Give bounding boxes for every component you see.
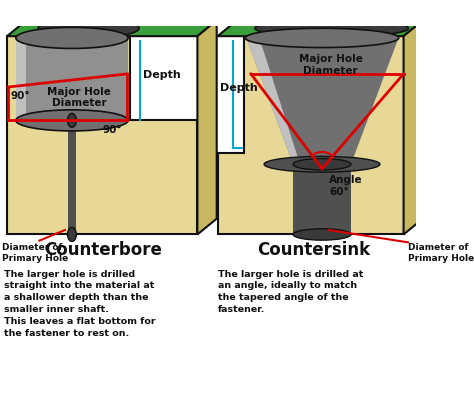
Text: Diameter of
Primary Hole: Diameter of Primary Hole (2, 243, 68, 263)
Text: 90°: 90° (103, 125, 122, 135)
Text: Countersink: Countersink (257, 242, 371, 260)
Polygon shape (7, 20, 217, 36)
Text: Angle
60°: Angle 60° (329, 176, 363, 197)
Text: Counterbore: Counterbore (44, 242, 162, 260)
Polygon shape (218, 20, 423, 36)
Polygon shape (293, 164, 351, 234)
Text: Major Hole
Diameter: Major Hole Diameter (47, 87, 111, 108)
Text: Diameter of
Primary Hole: Diameter of Primary Hole (408, 243, 474, 263)
Text: Major Hole
Diameter: Major Hole Diameter (299, 54, 363, 76)
Polygon shape (16, 36, 27, 120)
Ellipse shape (264, 156, 380, 172)
Polygon shape (68, 120, 76, 234)
Text: The larger hole is drilled at
an angle, ideally to match
the tapered angle of th: The larger hole is drilled at an angle, … (218, 270, 363, 314)
Ellipse shape (38, 19, 139, 38)
Polygon shape (246, 36, 300, 164)
Polygon shape (246, 36, 399, 164)
Ellipse shape (68, 113, 76, 127)
Ellipse shape (245, 28, 399, 48)
Ellipse shape (16, 110, 128, 131)
Polygon shape (403, 20, 423, 234)
Ellipse shape (68, 227, 76, 242)
Polygon shape (218, 36, 403, 234)
Polygon shape (7, 36, 197, 234)
Polygon shape (197, 20, 217, 234)
Ellipse shape (293, 229, 351, 240)
Ellipse shape (293, 158, 351, 170)
Ellipse shape (16, 28, 128, 48)
Text: Depth: Depth (143, 70, 181, 80)
Text: Depth: Depth (220, 84, 258, 94)
Text: 90°: 90° (10, 91, 30, 101)
Ellipse shape (255, 20, 409, 37)
Polygon shape (16, 36, 128, 120)
Text: The larger hole is drilled
straight into the material at
a shallower depth than : The larger hole is drilled straight into… (4, 270, 156, 338)
